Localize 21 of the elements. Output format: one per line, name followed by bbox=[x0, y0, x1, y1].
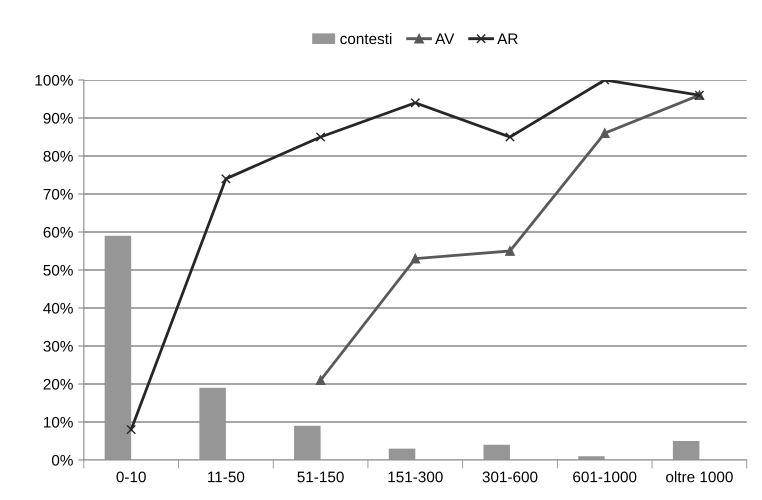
y-tick-label: 50% bbox=[43, 264, 73, 276]
x-tick-label: 0-10 bbox=[116, 472, 146, 482]
y-tick-label: 0% bbox=[52, 454, 73, 466]
y-tick-label: 30% bbox=[43, 340, 73, 352]
y-tick-label: 40% bbox=[43, 302, 73, 314]
legend-label: contesti bbox=[340, 32, 392, 44]
y-tick-label: 60% bbox=[44, 226, 73, 238]
x-tick-label: 601-1000 bbox=[573, 472, 636, 482]
y-tick-label: 90% bbox=[44, 112, 73, 124]
y-tick-label: 20% bbox=[44, 378, 73, 390]
legend-label: AV bbox=[435, 34, 454, 44]
y-tick-label: 80% bbox=[43, 150, 73, 162]
x-tick-label: 11-50 bbox=[208, 472, 244, 482]
x-tick-label: 51-150 bbox=[297, 472, 344, 482]
y-tick-label: 70% bbox=[44, 188, 73, 200]
y-tick-label: 10% bbox=[44, 416, 73, 428]
x-tick-label: 301-600 bbox=[482, 472, 538, 482]
legend-label: AR bbox=[497, 34, 518, 44]
x-tick-label: 151-300 bbox=[388, 472, 443, 482]
y-tick-label: 100% bbox=[35, 74, 73, 86]
x-tick-label: oltre 1000 bbox=[666, 471, 733, 482]
